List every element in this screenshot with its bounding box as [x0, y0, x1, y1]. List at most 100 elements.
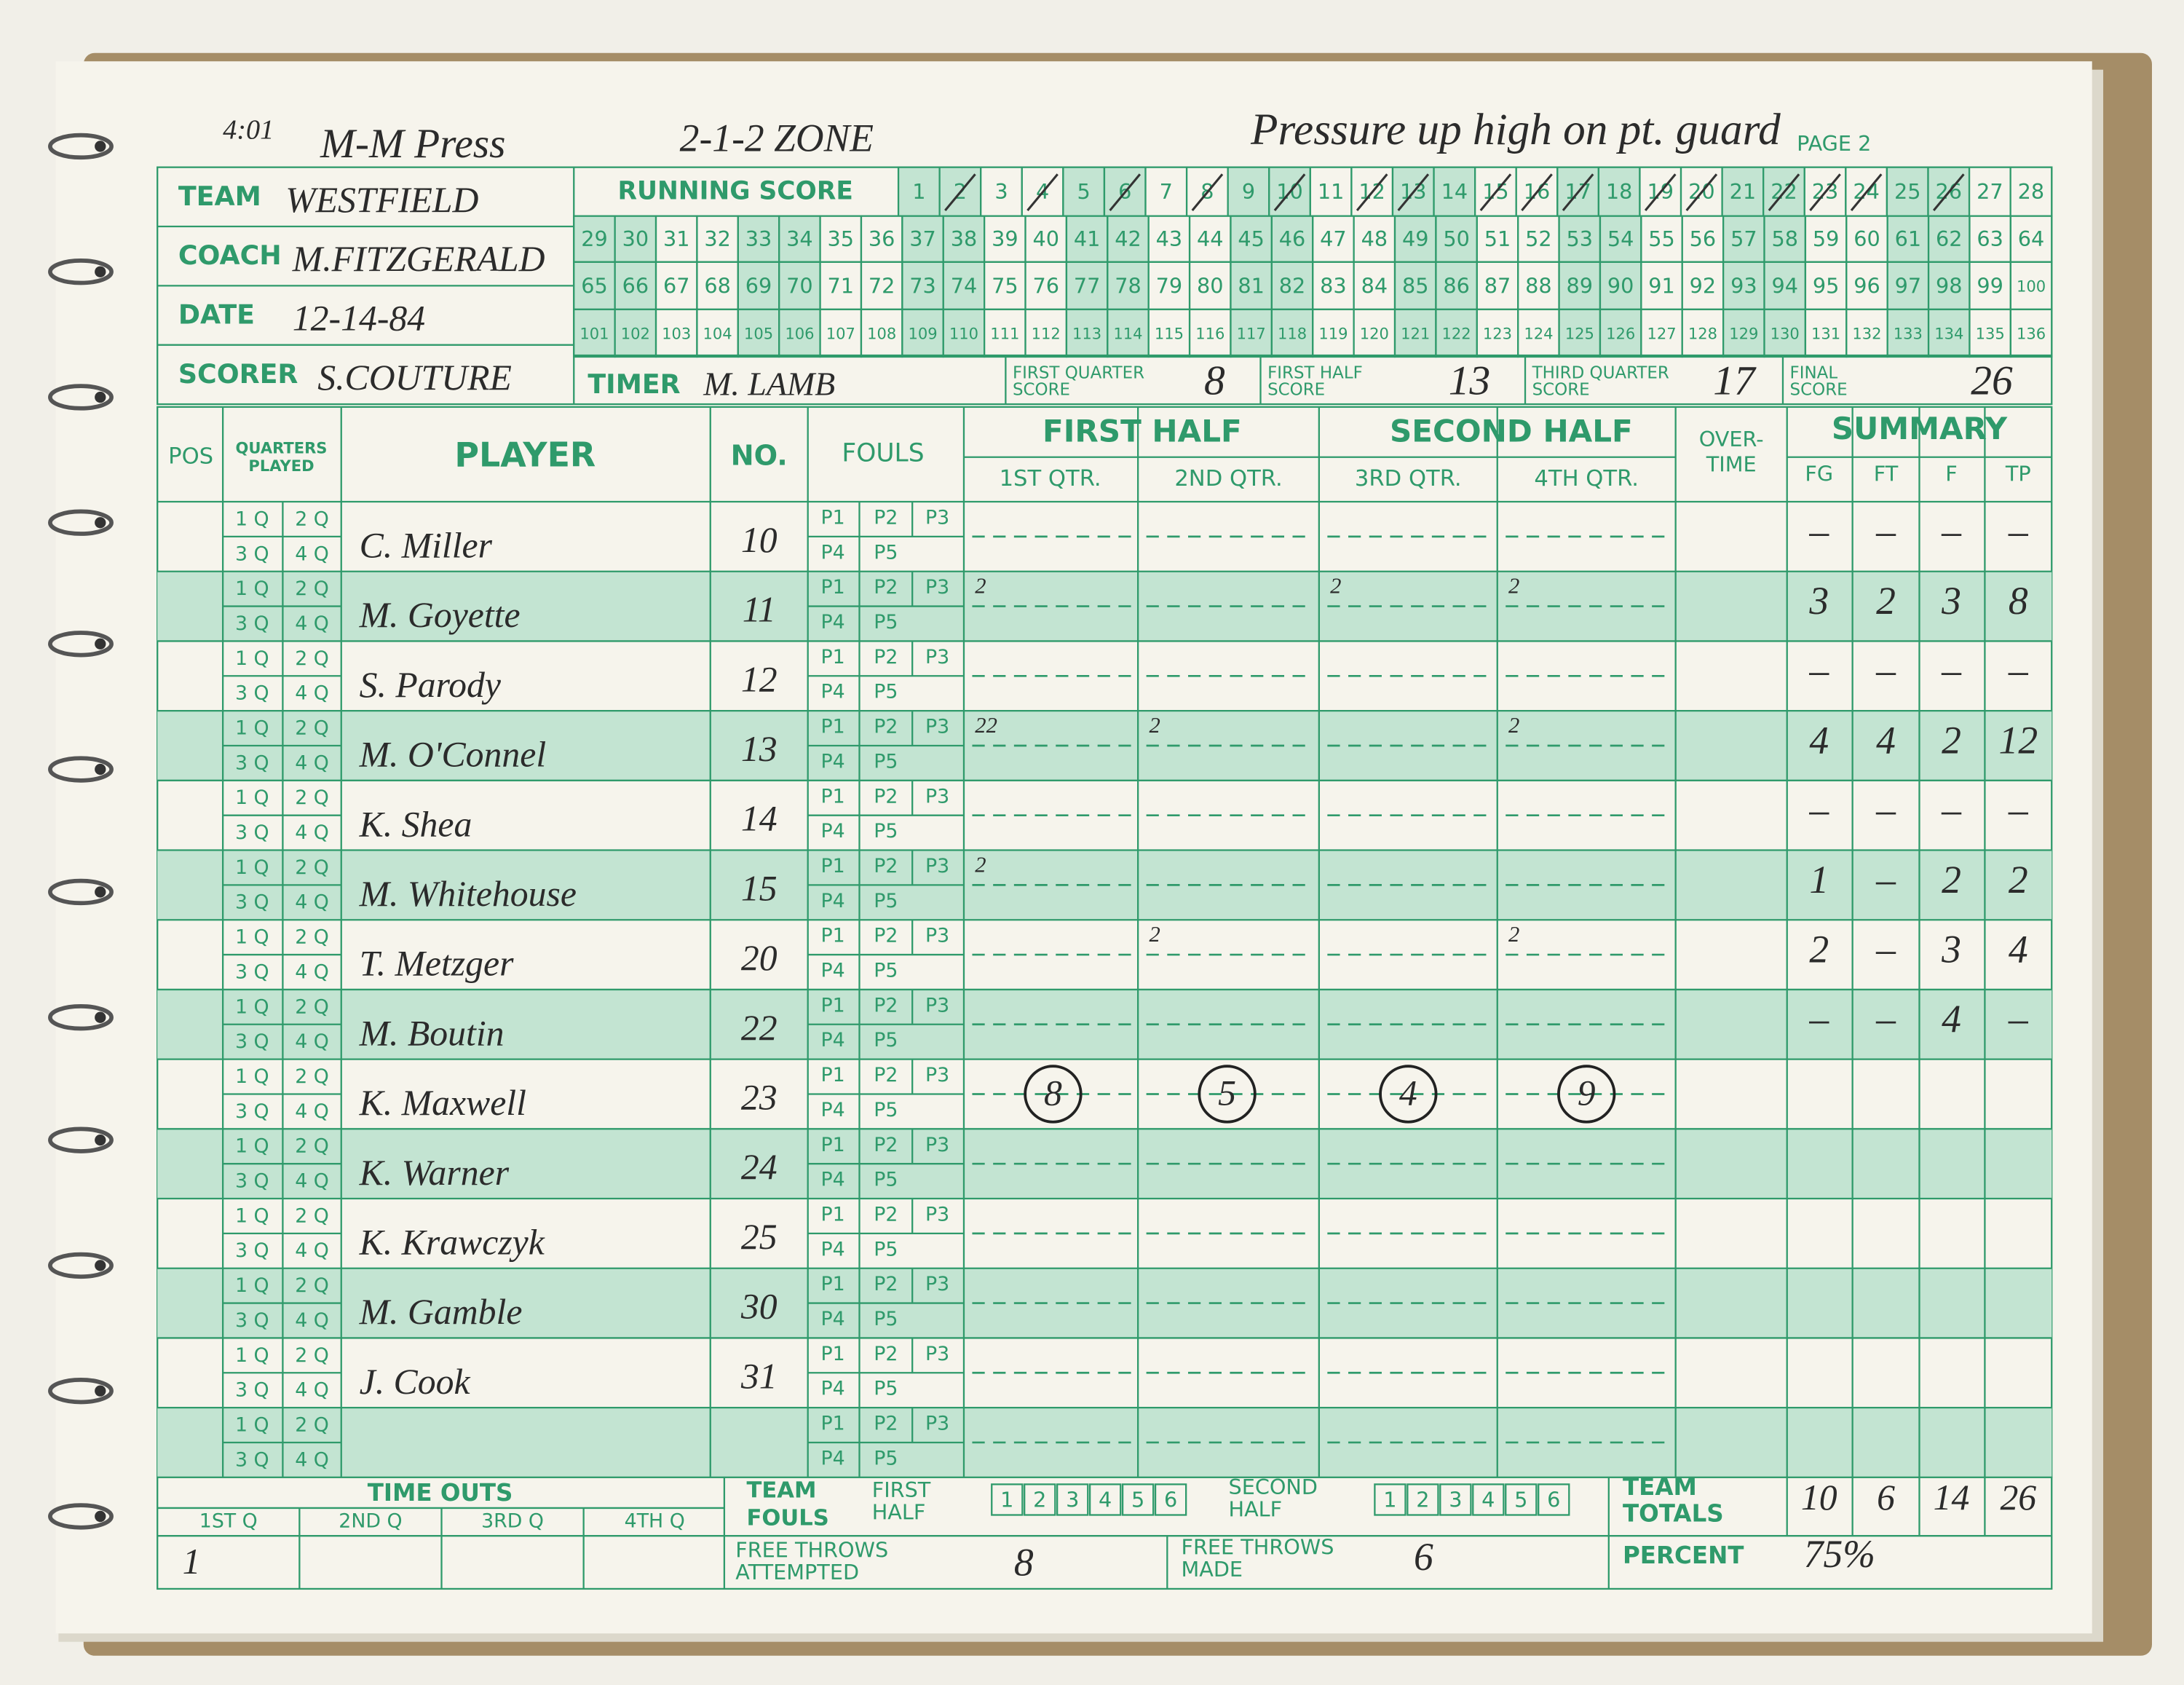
label: P1: [821, 1343, 845, 1365]
label: FT: [1874, 462, 1899, 486]
handwriting: 22: [741, 1008, 778, 1048]
label: P4: [821, 541, 845, 564]
label: P2: [874, 855, 898, 877]
handwriting: 4:01: [223, 115, 274, 146]
label: 1 Q: [235, 1065, 269, 1088]
running-score-number: 34: [786, 226, 813, 251]
team-foul-number: 4: [1099, 1487, 1112, 1512]
spiral-ring: [48, 384, 114, 411]
score-cross: [1768, 173, 1800, 211]
running-score-cell: [696, 308, 739, 358]
running-score-cell: [1763, 308, 1807, 358]
team-foul-box: [1056, 1483, 1089, 1516]
running-score-cell: [1147, 308, 1191, 358]
running-score-number: 56: [1690, 226, 1717, 251]
score-cross: [1562, 173, 1594, 211]
spiral-ring: [48, 878, 114, 906]
running-score-cell: [1968, 166, 2011, 217]
running-score-cell: [860, 308, 903, 358]
handwriting: M.FITZGERALD: [292, 239, 545, 279]
handwriting: 17: [1713, 358, 1757, 403]
running-score-number: 66: [622, 273, 649, 298]
score-cross: [1644, 173, 1677, 211]
label: 4 Q: [295, 1100, 329, 1123]
handwriting: 3: [1941, 579, 1961, 623]
running-score-number: 72: [869, 273, 895, 298]
label: TEAM: [178, 181, 261, 212]
team-foul-box: [1472, 1483, 1505, 1516]
label: 1ST Q: [199, 1510, 258, 1533]
label: COACH: [178, 240, 282, 271]
running-score-cell: [1065, 215, 1109, 263]
team-foul-number: 3: [1066, 1487, 1079, 1512]
label: P3: [925, 1203, 949, 1226]
running-score-number: 130: [1770, 324, 1800, 342]
running-score-number: 108: [867, 324, 896, 342]
handwriting: K. Shea: [359, 804, 472, 844]
running-score-number: 44: [1197, 226, 1224, 251]
label: 1 Q: [235, 786, 269, 809]
label: FIRST HALF: [1042, 414, 1242, 449]
running-score-number: 62: [1936, 226, 1963, 251]
label: THIRD QUARTER: [1532, 363, 1669, 382]
running-score-cell: [1845, 261, 1888, 311]
running-score-number: 107: [826, 324, 855, 342]
label: 1ST QTR.: [1000, 466, 1101, 492]
label: 2 Q: [295, 1344, 329, 1367]
running-score-cell: [983, 215, 1026, 263]
label: 1 Q: [235, 508, 269, 530]
label: TIMER: [587, 368, 680, 400]
running-score-cell: [654, 308, 698, 358]
handwriting: K. Krawczyk: [359, 1223, 545, 1263]
running-score-cell: [1227, 166, 1270, 217]
label: P3: [925, 716, 949, 738]
team-foul-number: 2: [1416, 1487, 1429, 1512]
label: FREE THROWS: [735, 1537, 888, 1562]
running-score-number: 18: [1606, 179, 1633, 204]
label: P5: [874, 960, 898, 982]
label: 2 Q: [295, 1413, 329, 1436]
label: 2 Q: [295, 856, 329, 879]
handwriting: –: [1808, 997, 1829, 1041]
label: P1: [821, 1413, 845, 1435]
score-cross: [1850, 173, 1883, 211]
running-score-cell: [1599, 215, 1642, 263]
running-score-number: 84: [1361, 273, 1388, 298]
label: TP: [2005, 462, 2031, 486]
label: P1: [821, 506, 845, 529]
handwriting: 3: [1808, 579, 1829, 623]
running-score-number: 61: [1895, 226, 1922, 251]
label: P2: [874, 1134, 898, 1156]
team-foul-box: [991, 1483, 1024, 1516]
team-foul-number: 5: [1514, 1487, 1527, 1512]
label: P1: [821, 1273, 845, 1295]
running-score-number: 101: [579, 324, 609, 342]
label: P2: [874, 1203, 898, 1226]
label: 4 Q: [295, 1239, 329, 1262]
running-score-number: 38: [951, 226, 978, 251]
running-score-cell: [737, 308, 780, 358]
handwriting: 10: [741, 520, 778, 560]
handwriting: 13: [741, 729, 778, 769]
label: P1: [821, 576, 845, 599]
running-score-cell: [778, 261, 821, 311]
running-score-number: 125: [1565, 324, 1594, 342]
team-foul-box: [1439, 1483, 1472, 1516]
running-score-number: 82: [1279, 273, 1306, 298]
handwriting: 2: [1809, 927, 1829, 971]
handwriting: 2: [1149, 713, 1160, 738]
running-score-number: 106: [785, 324, 814, 342]
label: QUARTERS: [236, 438, 328, 457]
spiral-ring: [48, 509, 114, 536]
handwriting: 26: [2000, 1477, 2036, 1518]
label: 2 Q: [295, 1065, 329, 1088]
running-score-number: 36: [869, 226, 895, 251]
handwriting: –: [1875, 649, 1896, 692]
running-score-number: 80: [1197, 273, 1224, 298]
running-score-number: 100: [2017, 277, 2046, 295]
spiral-hole: [95, 141, 106, 152]
label: TEAM: [1623, 1473, 1697, 1501]
spiral-hole: [95, 886, 106, 898]
running-score-number: 3: [994, 179, 1008, 204]
handwriting: 4: [1942, 997, 1961, 1041]
